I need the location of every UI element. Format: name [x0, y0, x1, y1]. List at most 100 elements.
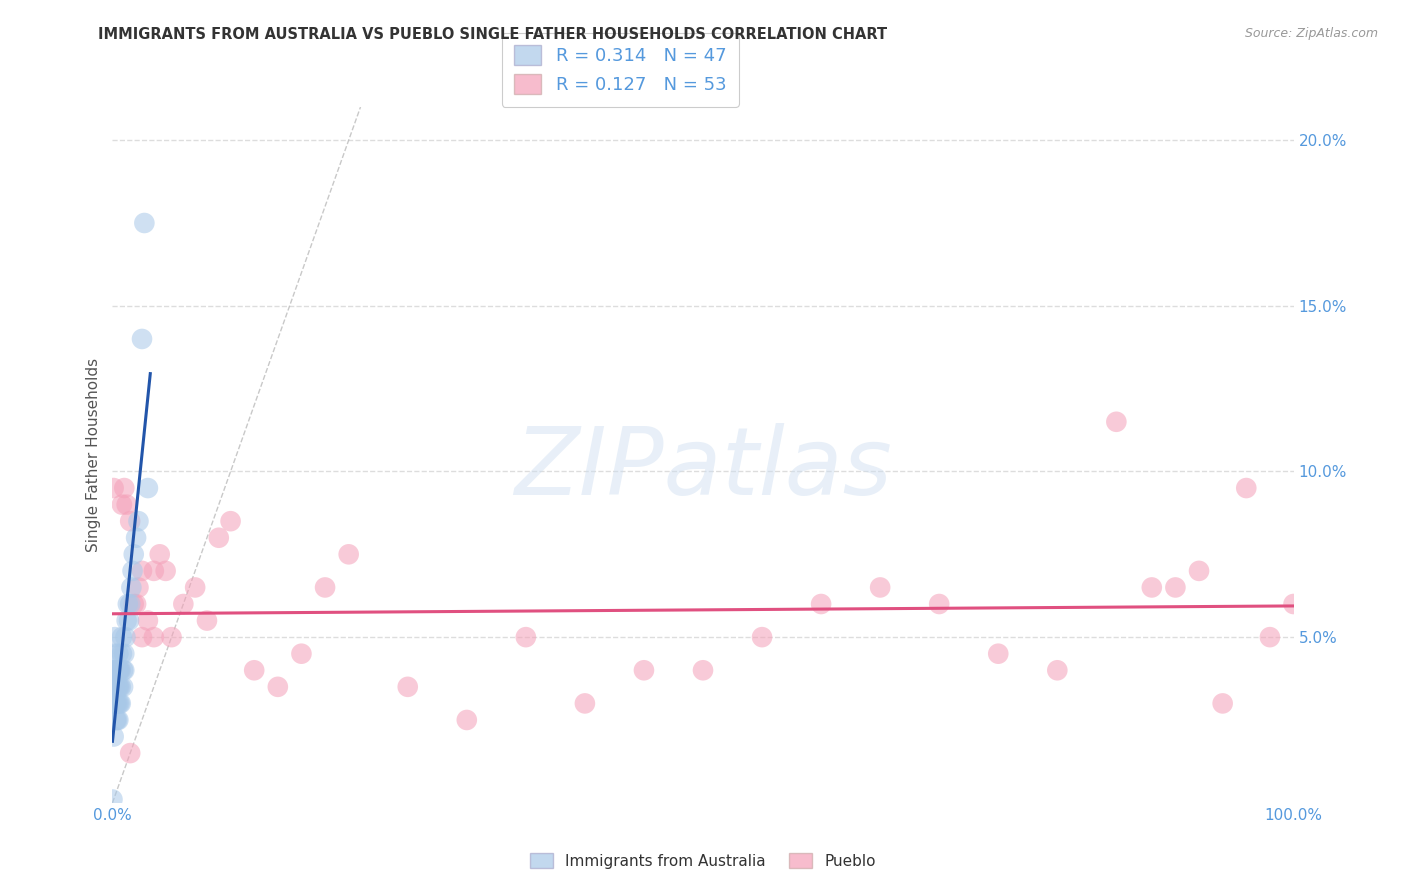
Point: [1164, 581, 1187, 595]
Point: [105, 663, 128, 677]
Point: [1258, 630, 1281, 644]
Point: [112, 663, 135, 677]
Point: [131, 630, 153, 644]
Point: [125, 531, 148, 545]
Point: [692, 663, 714, 677]
Point: [987, 647, 1010, 661]
Text: IMMIGRANTS FROM AUSTRALIA VS PUEBLO SINGLE FATHER HOUSEHOLDS CORRELATION CHART: IMMIGRANTS FROM AUSTRALIA VS PUEBLO SING…: [98, 27, 887, 42]
Point: [105, 680, 128, 694]
Point: [110, 697, 132, 711]
Point: [103, 663, 125, 677]
Point: [219, 514, 242, 528]
Point: [105, 697, 128, 711]
Point: [112, 680, 135, 694]
Point: [121, 564, 143, 578]
Point: [1046, 663, 1069, 677]
Point: [131, 564, 153, 578]
Point: [110, 663, 132, 677]
Y-axis label: Single Father Households: Single Father Households: [86, 358, 101, 552]
Point: [110, 680, 132, 694]
Point: [869, 581, 891, 595]
Point: [172, 597, 194, 611]
Point: [208, 531, 231, 545]
Point: [101, 792, 124, 806]
Point: [1188, 564, 1211, 578]
Point: [134, 216, 156, 230]
Point: [111, 630, 134, 644]
Point: [105, 713, 128, 727]
Point: [111, 647, 134, 661]
Point: [108, 663, 131, 677]
Point: [107, 713, 129, 727]
Point: [267, 680, 290, 694]
Point: [127, 514, 149, 528]
Point: [1234, 481, 1257, 495]
Point: [112, 481, 135, 495]
Point: [104, 630, 127, 644]
Point: [127, 581, 149, 595]
Point: [111, 498, 134, 512]
Point: [107, 663, 129, 677]
Point: [184, 581, 207, 595]
Point: [103, 481, 125, 495]
Point: [103, 730, 125, 744]
Point: [107, 663, 129, 677]
Point: [115, 614, 138, 628]
Point: [104, 697, 127, 711]
Point: [115, 498, 138, 512]
Point: [117, 597, 139, 611]
Point: [337, 547, 360, 561]
Point: [107, 697, 129, 711]
Text: Source: ZipAtlas.com: Source: ZipAtlas.com: [1244, 27, 1378, 40]
Point: [314, 581, 336, 595]
Point: [120, 746, 142, 760]
Point: [107, 647, 129, 661]
Point: [1212, 697, 1234, 711]
Point: [104, 680, 127, 694]
Point: [104, 647, 127, 661]
Point: [105, 663, 128, 677]
Point: [108, 663, 131, 677]
Point: [122, 597, 145, 611]
Point: [810, 597, 832, 611]
Legend: R = 0.314   N = 47, R = 0.127   N = 53: R = 0.314 N = 47, R = 0.127 N = 53: [502, 33, 740, 107]
Point: [120, 581, 142, 595]
Point: [574, 697, 596, 711]
Point: [125, 597, 148, 611]
Point: [122, 547, 145, 561]
Point: [107, 680, 129, 694]
Point: [195, 614, 218, 628]
Point: [155, 564, 177, 578]
Point: [120, 597, 142, 611]
Point: [103, 697, 125, 711]
Point: [136, 614, 159, 628]
Point: [456, 713, 478, 727]
Point: [1282, 597, 1305, 611]
Point: [290, 647, 312, 661]
Point: [131, 332, 153, 346]
Point: [112, 647, 135, 661]
Point: [751, 630, 773, 644]
Point: [396, 680, 419, 694]
Point: [104, 663, 127, 677]
Point: [105, 697, 128, 711]
Point: [120, 514, 142, 528]
Point: [108, 697, 131, 711]
Point: [142, 630, 165, 644]
Legend: Immigrants from Australia, Pueblo: Immigrants from Australia, Pueblo: [524, 847, 882, 875]
Point: [105, 713, 128, 727]
Point: [1105, 415, 1128, 429]
Point: [105, 680, 128, 694]
Point: [149, 547, 172, 561]
Point: [633, 663, 655, 677]
Point: [108, 680, 131, 694]
Point: [114, 630, 136, 644]
Text: ZIPatlas: ZIPatlas: [515, 424, 891, 515]
Point: [107, 680, 129, 694]
Point: [160, 630, 183, 644]
Point: [118, 614, 141, 628]
Point: [136, 481, 159, 495]
Point: [105, 697, 128, 711]
Point: [112, 663, 135, 677]
Point: [928, 597, 950, 611]
